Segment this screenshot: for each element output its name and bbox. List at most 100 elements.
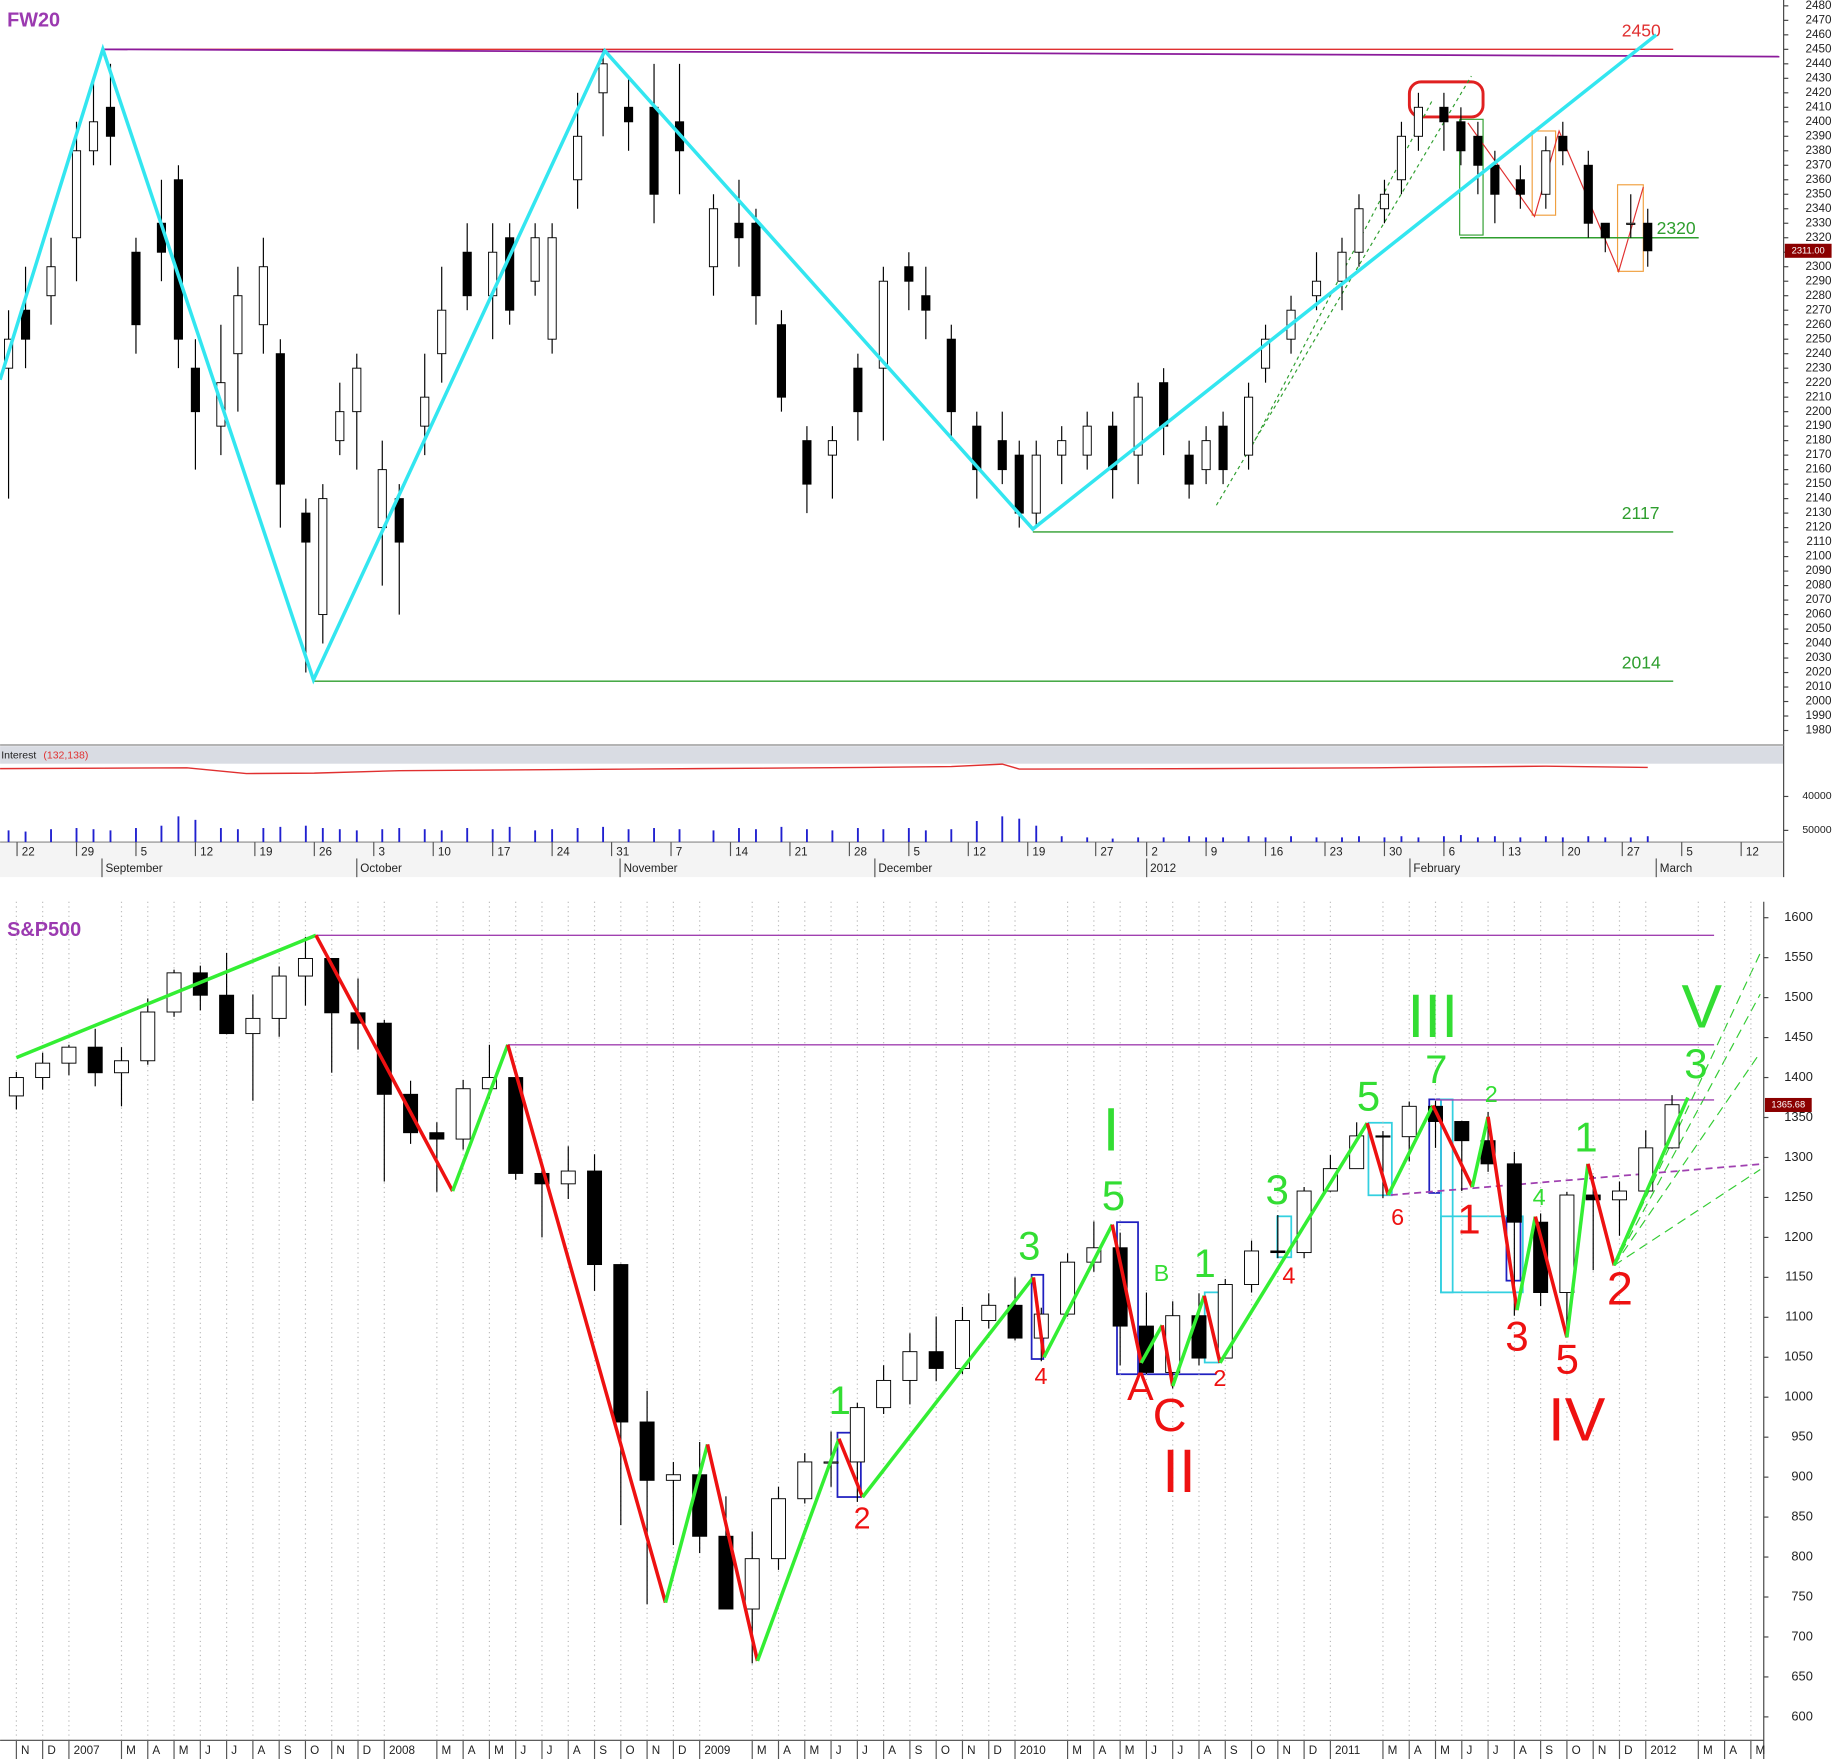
y-tick-label: 1450 bbox=[1784, 1029, 1813, 1044]
y-tick-label: 2410 bbox=[1806, 100, 1833, 113]
highlight-box bbox=[1440, 1215, 1524, 1294]
candle-body bbox=[1541, 150, 1551, 195]
candle-body bbox=[1337, 251, 1347, 282]
x-tick-label: 2012 bbox=[1650, 1744, 1676, 1757]
x-tick-label: D bbox=[1309, 1744, 1317, 1757]
candle-body bbox=[88, 121, 99, 152]
y-tick-label: 2240 bbox=[1806, 347, 1833, 360]
x-tick-label: A bbox=[1414, 1744, 1422, 1757]
x-tick-label: S bbox=[1230, 1744, 1238, 1757]
candle-body bbox=[1201, 440, 1211, 471]
candle-body bbox=[902, 1351, 918, 1381]
candle-body bbox=[20, 309, 31, 340]
wave-segment bbox=[1171, 1295, 1206, 1387]
wave-label: A bbox=[1127, 1365, 1154, 1409]
y-tick-label: 2010 bbox=[1806, 680, 1833, 693]
candle-body bbox=[530, 237, 540, 282]
candle-body bbox=[1007, 1304, 1023, 1339]
month-label: February bbox=[1413, 862, 1460, 875]
y-tick-label: 2120 bbox=[1806, 521, 1833, 534]
x-tick-label: S bbox=[284, 1744, 292, 1757]
x-tick-label: 13 bbox=[1508, 846, 1521, 859]
candle-body bbox=[928, 1351, 944, 1369]
y-tick-label: 2050 bbox=[1806, 622, 1833, 635]
x-tick-label: J bbox=[1466, 1744, 1472, 1757]
wave-segment bbox=[1533, 1216, 1569, 1338]
y-tick-label: 1400 bbox=[1784, 1069, 1813, 1084]
x-tick-label: M bbox=[1756, 1744, 1766, 1757]
x-tick-label: J bbox=[520, 1744, 526, 1757]
x-tick-label: O bbox=[310, 1744, 319, 1757]
candle-body bbox=[853, 367, 863, 413]
candle-body bbox=[878, 280, 888, 369]
candle-body bbox=[1159, 382, 1169, 427]
x-tick-label: N bbox=[336, 1744, 344, 1757]
x-tick-label: M bbox=[126, 1744, 136, 1757]
candle-body bbox=[1473, 135, 1483, 166]
x-tick-label: 5 bbox=[141, 846, 148, 859]
wave-label: C bbox=[1153, 1389, 1187, 1441]
wave-segment bbox=[1586, 1163, 1616, 1266]
candle-body bbox=[598, 63, 608, 94]
candle-body bbox=[271, 975, 287, 1019]
candle-body bbox=[275, 353, 285, 485]
wave-segment bbox=[1386, 1104, 1435, 1196]
x-tick-label: A bbox=[152, 1744, 160, 1757]
x-tick-label: 27 bbox=[1100, 846, 1113, 859]
x-tick-label: 22 bbox=[22, 846, 35, 859]
x-tick-label: 21 bbox=[795, 846, 808, 859]
x-tick-label: A bbox=[1099, 1744, 1107, 1757]
candle-body bbox=[1439, 106, 1449, 123]
wave-segment bbox=[1515, 1216, 1538, 1311]
candle-body bbox=[1490, 164, 1500, 195]
x-tick-label: A bbox=[573, 1744, 581, 1757]
x-tick-label: M bbox=[1440, 1744, 1450, 1757]
month-label: November bbox=[624, 862, 678, 875]
x-tick-label: N bbox=[1598, 1744, 1606, 1757]
candle-body bbox=[946, 338, 956, 413]
x-tick-label: 10 bbox=[438, 846, 452, 859]
candle-body bbox=[8, 1077, 24, 1097]
trend-line bbox=[1390, 1162, 1765, 1196]
candle-body bbox=[1611, 1190, 1627, 1201]
candle-body bbox=[35, 1062, 51, 1079]
candle-body bbox=[718, 1535, 734, 1610]
candle-body bbox=[751, 222, 761, 297]
y-tick-label: 600 bbox=[1791, 1708, 1812, 1723]
candle-body bbox=[46, 266, 56, 297]
y-tick-label: 2140 bbox=[1806, 492, 1833, 505]
x-tick-label: M bbox=[1125, 1744, 1135, 1757]
x-tick-label: 16 bbox=[1270, 846, 1283, 859]
y-tick-label: 2060 bbox=[1806, 608, 1833, 621]
candle-body bbox=[1375, 1135, 1391, 1138]
x-tick-label: J bbox=[1177, 1744, 1183, 1757]
x-tick-label: J bbox=[1493, 1744, 1499, 1757]
candle-body bbox=[849, 1407, 865, 1463]
candle-body bbox=[258, 266, 268, 326]
y-tick-label: 650 bbox=[1791, 1668, 1812, 1683]
wave-label: 1 bbox=[1194, 1242, 1216, 1286]
x-tick-label: 29 bbox=[81, 846, 94, 859]
y-tick-label: 2170 bbox=[1806, 448, 1833, 461]
candle-body bbox=[190, 367, 200, 413]
candle-body bbox=[420, 396, 430, 427]
candle-body bbox=[1311, 280, 1322, 297]
candle-body bbox=[1626, 222, 1636, 225]
candle-body bbox=[61, 1046, 77, 1064]
wave-label: 1 bbox=[829, 1379, 851, 1423]
candle-body bbox=[1112, 1247, 1128, 1327]
candle-body bbox=[776, 324, 787, 398]
candle-body bbox=[997, 440, 1007, 471]
wave-label: 2 bbox=[1485, 1081, 1498, 1107]
candle-body bbox=[708, 208, 719, 268]
y-tick-label: 2220 bbox=[1806, 376, 1833, 389]
x-tick-label: 19 bbox=[260, 846, 273, 859]
x-tick-label: 12 bbox=[200, 846, 213, 859]
y-tick-label: 1250 bbox=[1784, 1189, 1813, 1204]
wave-label: 4 bbox=[1533, 1184, 1546, 1210]
candle-body bbox=[173, 179, 183, 340]
wave-segment bbox=[1218, 1122, 1369, 1364]
y-tick-label: 50000 bbox=[1802, 824, 1831, 836]
y-tick-label: 2330 bbox=[1806, 216, 1833, 229]
x-tick-label: M bbox=[1388, 1744, 1398, 1757]
